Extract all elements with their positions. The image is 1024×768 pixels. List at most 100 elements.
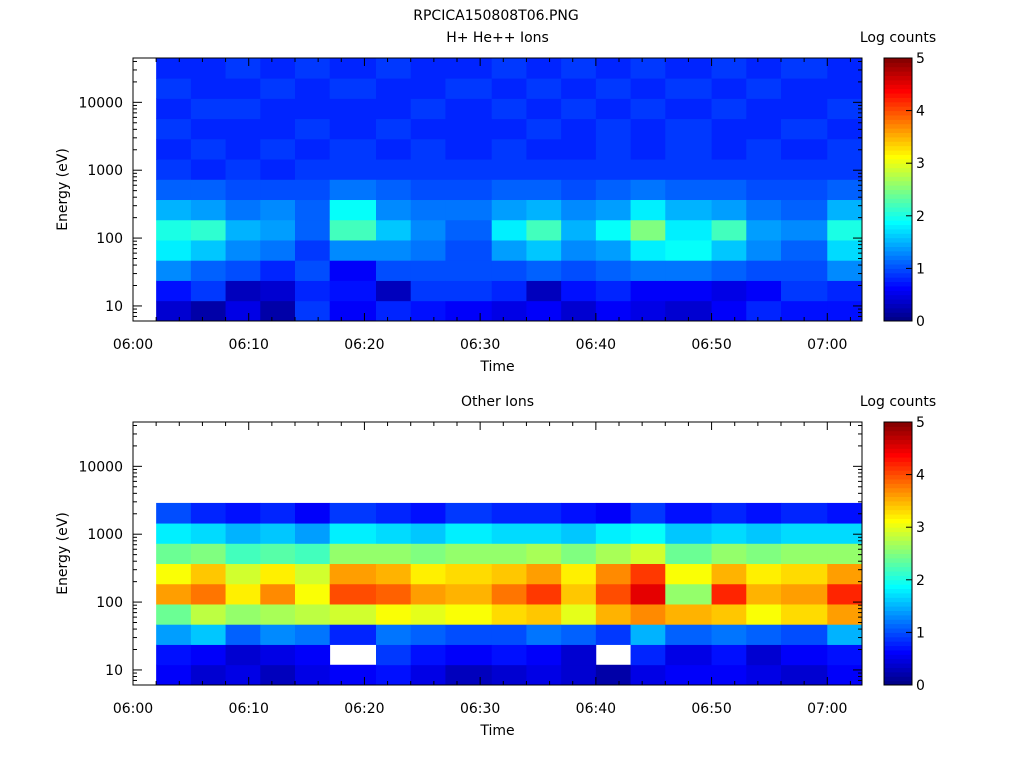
heatmap-cell — [595, 280, 631, 302]
heatmap-cell — [526, 583, 562, 605]
colorbar-swatch — [884, 128, 912, 134]
heatmap-cell — [376, 563, 412, 585]
colorbar-swatch — [884, 185, 912, 190]
heatmap-cell — [225, 199, 261, 221]
colorbar-swatch — [884, 514, 912, 519]
heatmap-cell — [526, 179, 562, 201]
heatmap-cell — [190, 563, 226, 585]
heatmap-cell — [295, 300, 331, 322]
y-axis-label: Energy (eV) — [55, 512, 71, 595]
heatmap-cell — [295, 58, 331, 79]
heatmap-cell — [491, 644, 527, 666]
heatmap-cell — [445, 199, 493, 221]
colorbar-swatch — [884, 562, 912, 568]
heatmap-cell — [595, 58, 631, 79]
heatmap-cell — [746, 58, 782, 79]
heatmap-cell — [225, 543, 261, 565]
colorbar-swatch — [884, 535, 912, 541]
y-tick-label: 1000 — [87, 527, 123, 543]
colorbar-swatch — [884, 443, 912, 449]
heatmap-cell — [526, 523, 562, 544]
heatmap-cell — [295, 644, 331, 666]
heatmap-cell — [491, 219, 527, 241]
heatmap-cell — [260, 78, 296, 99]
colorbar-swatch — [884, 575, 912, 581]
heatmap-cell — [827, 179, 863, 201]
heatmap-cell — [781, 624, 828, 645]
colorbar-swatch — [884, 141, 912, 147]
heatmap-cell — [156, 583, 192, 605]
heatmap-cell — [225, 280, 261, 302]
heatmap-cell — [156, 502, 192, 524]
heatmap-cell — [260, 644, 296, 666]
heatmap-cell — [376, 98, 412, 120]
heatmap-cell — [781, 664, 828, 686]
heatmap-cell — [561, 179, 597, 201]
heatmap-cell — [445, 583, 493, 605]
heatmap-cell — [445, 219, 493, 241]
colorbar-swatch — [884, 299, 912, 304]
heatmap-cell — [827, 502, 863, 524]
heatmap-cell — [595, 260, 631, 281]
colorbar-swatch — [884, 272, 912, 278]
heatmap-cell — [295, 219, 331, 241]
colorbar-swatch — [884, 79, 912, 85]
heatmap-cell — [561, 563, 597, 585]
heatmap-cell — [781, 502, 828, 524]
y-tick-label: 1000 — [87, 163, 123, 179]
heatmap-cell — [260, 502, 296, 524]
heatmap-cell — [376, 260, 412, 281]
heatmap-cell — [295, 98, 331, 120]
heatmap-cell — [665, 260, 712, 281]
colorbar-tick-label: 2 — [916, 573, 925, 589]
heatmap-cell — [410, 583, 446, 605]
colorbar-swatch — [884, 527, 912, 533]
heatmap-cell — [190, 624, 226, 645]
heatmap-cell — [827, 199, 863, 221]
heatmap-cell — [746, 644, 782, 666]
heatmap-cell — [595, 219, 631, 241]
heatmap-cell — [781, 159, 828, 180]
heatmap-cell — [410, 563, 446, 585]
heatmap-cell — [376, 179, 412, 201]
heatmap-cell — [665, 280, 712, 302]
heatmap-cell — [561, 543, 597, 565]
heatmap-cell — [665, 78, 712, 99]
heatmap-cell — [630, 219, 666, 241]
heatmap-cell — [711, 583, 747, 605]
heatmap-cell — [410, 219, 446, 241]
heatmap-cells — [156, 58, 863, 322]
heatmap-cell — [746, 664, 782, 686]
colorbar-swatch — [884, 518, 912, 524]
heatmap-cell — [376, 199, 412, 221]
heatmap-cell — [329, 523, 377, 544]
heatmap-cell — [827, 260, 863, 281]
heatmap-cell — [190, 219, 226, 241]
y-tick-label: 10 — [105, 663, 123, 679]
heatmap-cell — [781, 604, 828, 625]
heatmap-cell — [376, 543, 412, 565]
heatmap-cell — [376, 624, 412, 645]
heatmap-cell — [630, 624, 666, 645]
heatmap-cell — [410, 199, 446, 221]
heatmap-cell — [561, 300, 597, 322]
heatmap-cell — [827, 240, 863, 261]
heatmap-cell — [526, 260, 562, 281]
heatmap-cell — [225, 98, 261, 120]
heatmap-cell — [665, 138, 712, 160]
heatmap-cell — [329, 624, 377, 645]
colorbar-swatch — [884, 193, 912, 199]
y-tick-label: 10 — [105, 299, 123, 315]
heatmap-cell — [746, 219, 782, 241]
heatmap-cell — [561, 199, 597, 221]
heatmap-cell — [781, 543, 828, 565]
heatmap-cell — [665, 502, 712, 524]
heatmap-cell — [445, 604, 493, 625]
heatmap-cell — [665, 523, 712, 544]
heatmap-cell — [225, 563, 261, 585]
heatmap-cell — [225, 260, 261, 281]
heatmap-cell — [295, 523, 331, 544]
heatmap-cell — [190, 199, 226, 221]
colorbar-swatch — [884, 632, 912, 638]
heatmap-cell — [260, 563, 296, 585]
